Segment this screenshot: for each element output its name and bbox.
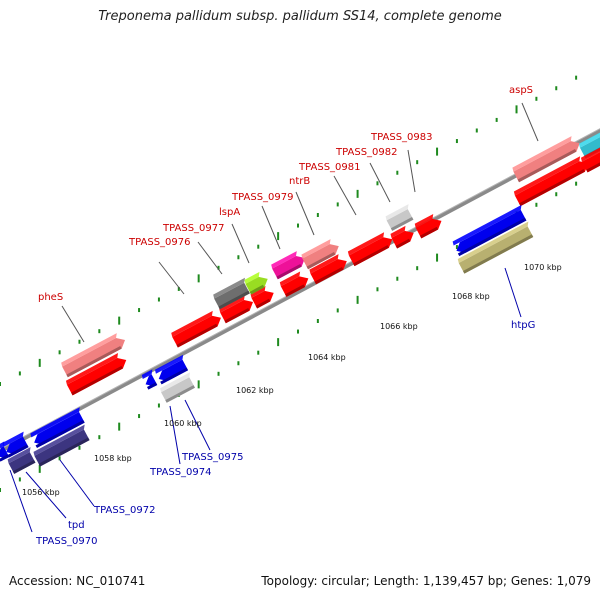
gene-label: pheS [38, 292, 63, 303]
TPASS_0972-feature [30, 407, 85, 448]
tpd-gene [7, 447, 36, 474]
TPASS_0978-feature [213, 277, 250, 310]
gene-label: TPASS_0976 [128, 237, 190, 248]
TPASS_0983-gene [385, 204, 414, 231]
ntrB-arrow [309, 254, 347, 285]
TPASS_0972-gene [33, 424, 90, 467]
TPASS_0979-feature [271, 251, 306, 280]
aspS-arrow [513, 156, 589, 207]
gene-label: TPASS_0970 [35, 536, 97, 547]
TPASS_0970-feature [0, 441, 10, 462]
lspA-gene-feature [244, 271, 268, 295]
TPASS_0979-arrow [279, 271, 309, 297]
gene-label: TPASS_0979 [231, 192, 293, 203]
genome-summary-text: Topology: circular; Length: 1,139,457 bp… [261, 574, 591, 588]
gene-leader-line [261, 205, 281, 250]
gene-leader-line [61, 305, 85, 343]
ntrB-feature [301, 239, 339, 270]
gene-label: TPASS_0972 [93, 505, 155, 516]
pheS-arrow [65, 353, 127, 396]
gene-leader-line [158, 261, 185, 295]
kbp-label: 1066 kbp [380, 322, 418, 331]
gene-label: TPASS_0975 [181, 452, 243, 463]
TPASS_0975-gene [160, 372, 195, 403]
kbp-label: 1070 kbp [524, 263, 562, 272]
aspS-feature [512, 136, 580, 183]
gene-leader-line [9, 469, 33, 533]
kbp-label: 1056 kbp [22, 488, 60, 497]
gene-leader-line [169, 405, 181, 465]
kbp-label: 1058 kbp [94, 454, 132, 463]
kbp-label: 1068 kbp [452, 292, 490, 301]
gene-leader-line [295, 191, 315, 236]
map-title: Treponema pallidum subsp. pallidum SS14,… [98, 9, 502, 24]
kbp-label: 1062 kbp [236, 386, 274, 395]
TPASS_0975-feature [154, 354, 189, 385]
gene-label: lspA [219, 207, 240, 218]
gene-leader-line [197, 241, 223, 275]
gene-label: tpd [68, 520, 85, 531]
TPASS_0974-feature [141, 369, 158, 390]
gene-label: TPASS_0982 [335, 147, 397, 158]
TPASS_0976-feature [171, 310, 221, 348]
gene-leader-line [333, 175, 357, 216]
lspA-feature [250, 285, 274, 309]
TPASS_0981-feature [347, 232, 393, 267]
htpG-feature [452, 204, 527, 257]
pheS-feature [61, 333, 126, 378]
gene-label: htpG [511, 320, 535, 331]
gene-label: aspS [509, 85, 533, 96]
kbp-label: 1060 kbp [164, 419, 202, 428]
gene-leader-line [184, 399, 211, 451]
gene-leader-line [407, 149, 416, 193]
gene-label: TPASS_0974 [149, 467, 211, 478]
TPASS_0982-feature [390, 225, 414, 249]
kbp-label: 1064 kbp [308, 353, 346, 362]
accession-text: Accession: NC_010741 [9, 574, 146, 588]
gene-label: TPASS_0977 [162, 223, 224, 234]
TPASS_0977-feature [219, 295, 254, 324]
gene-label: TPASS_0983 [370, 132, 432, 143]
gene-leader-line [59, 459, 95, 507]
gene-label: ntrB [289, 176, 310, 187]
tpd-feature [2, 431, 29, 458]
next-arrow [580, 146, 600, 173]
genome-backbone [0, 128, 600, 454]
gene-leader-line [504, 267, 522, 318]
gene-leader-line [369, 162, 391, 203]
gene-leader-line [521, 102, 539, 142]
TPASS_0983-feature [414, 213, 442, 239]
gene-leader-line [25, 471, 67, 519]
gene-leader-line [231, 223, 250, 264]
htpG-gene [457, 221, 534, 274]
gene-label: TPASS_0981 [298, 162, 360, 173]
